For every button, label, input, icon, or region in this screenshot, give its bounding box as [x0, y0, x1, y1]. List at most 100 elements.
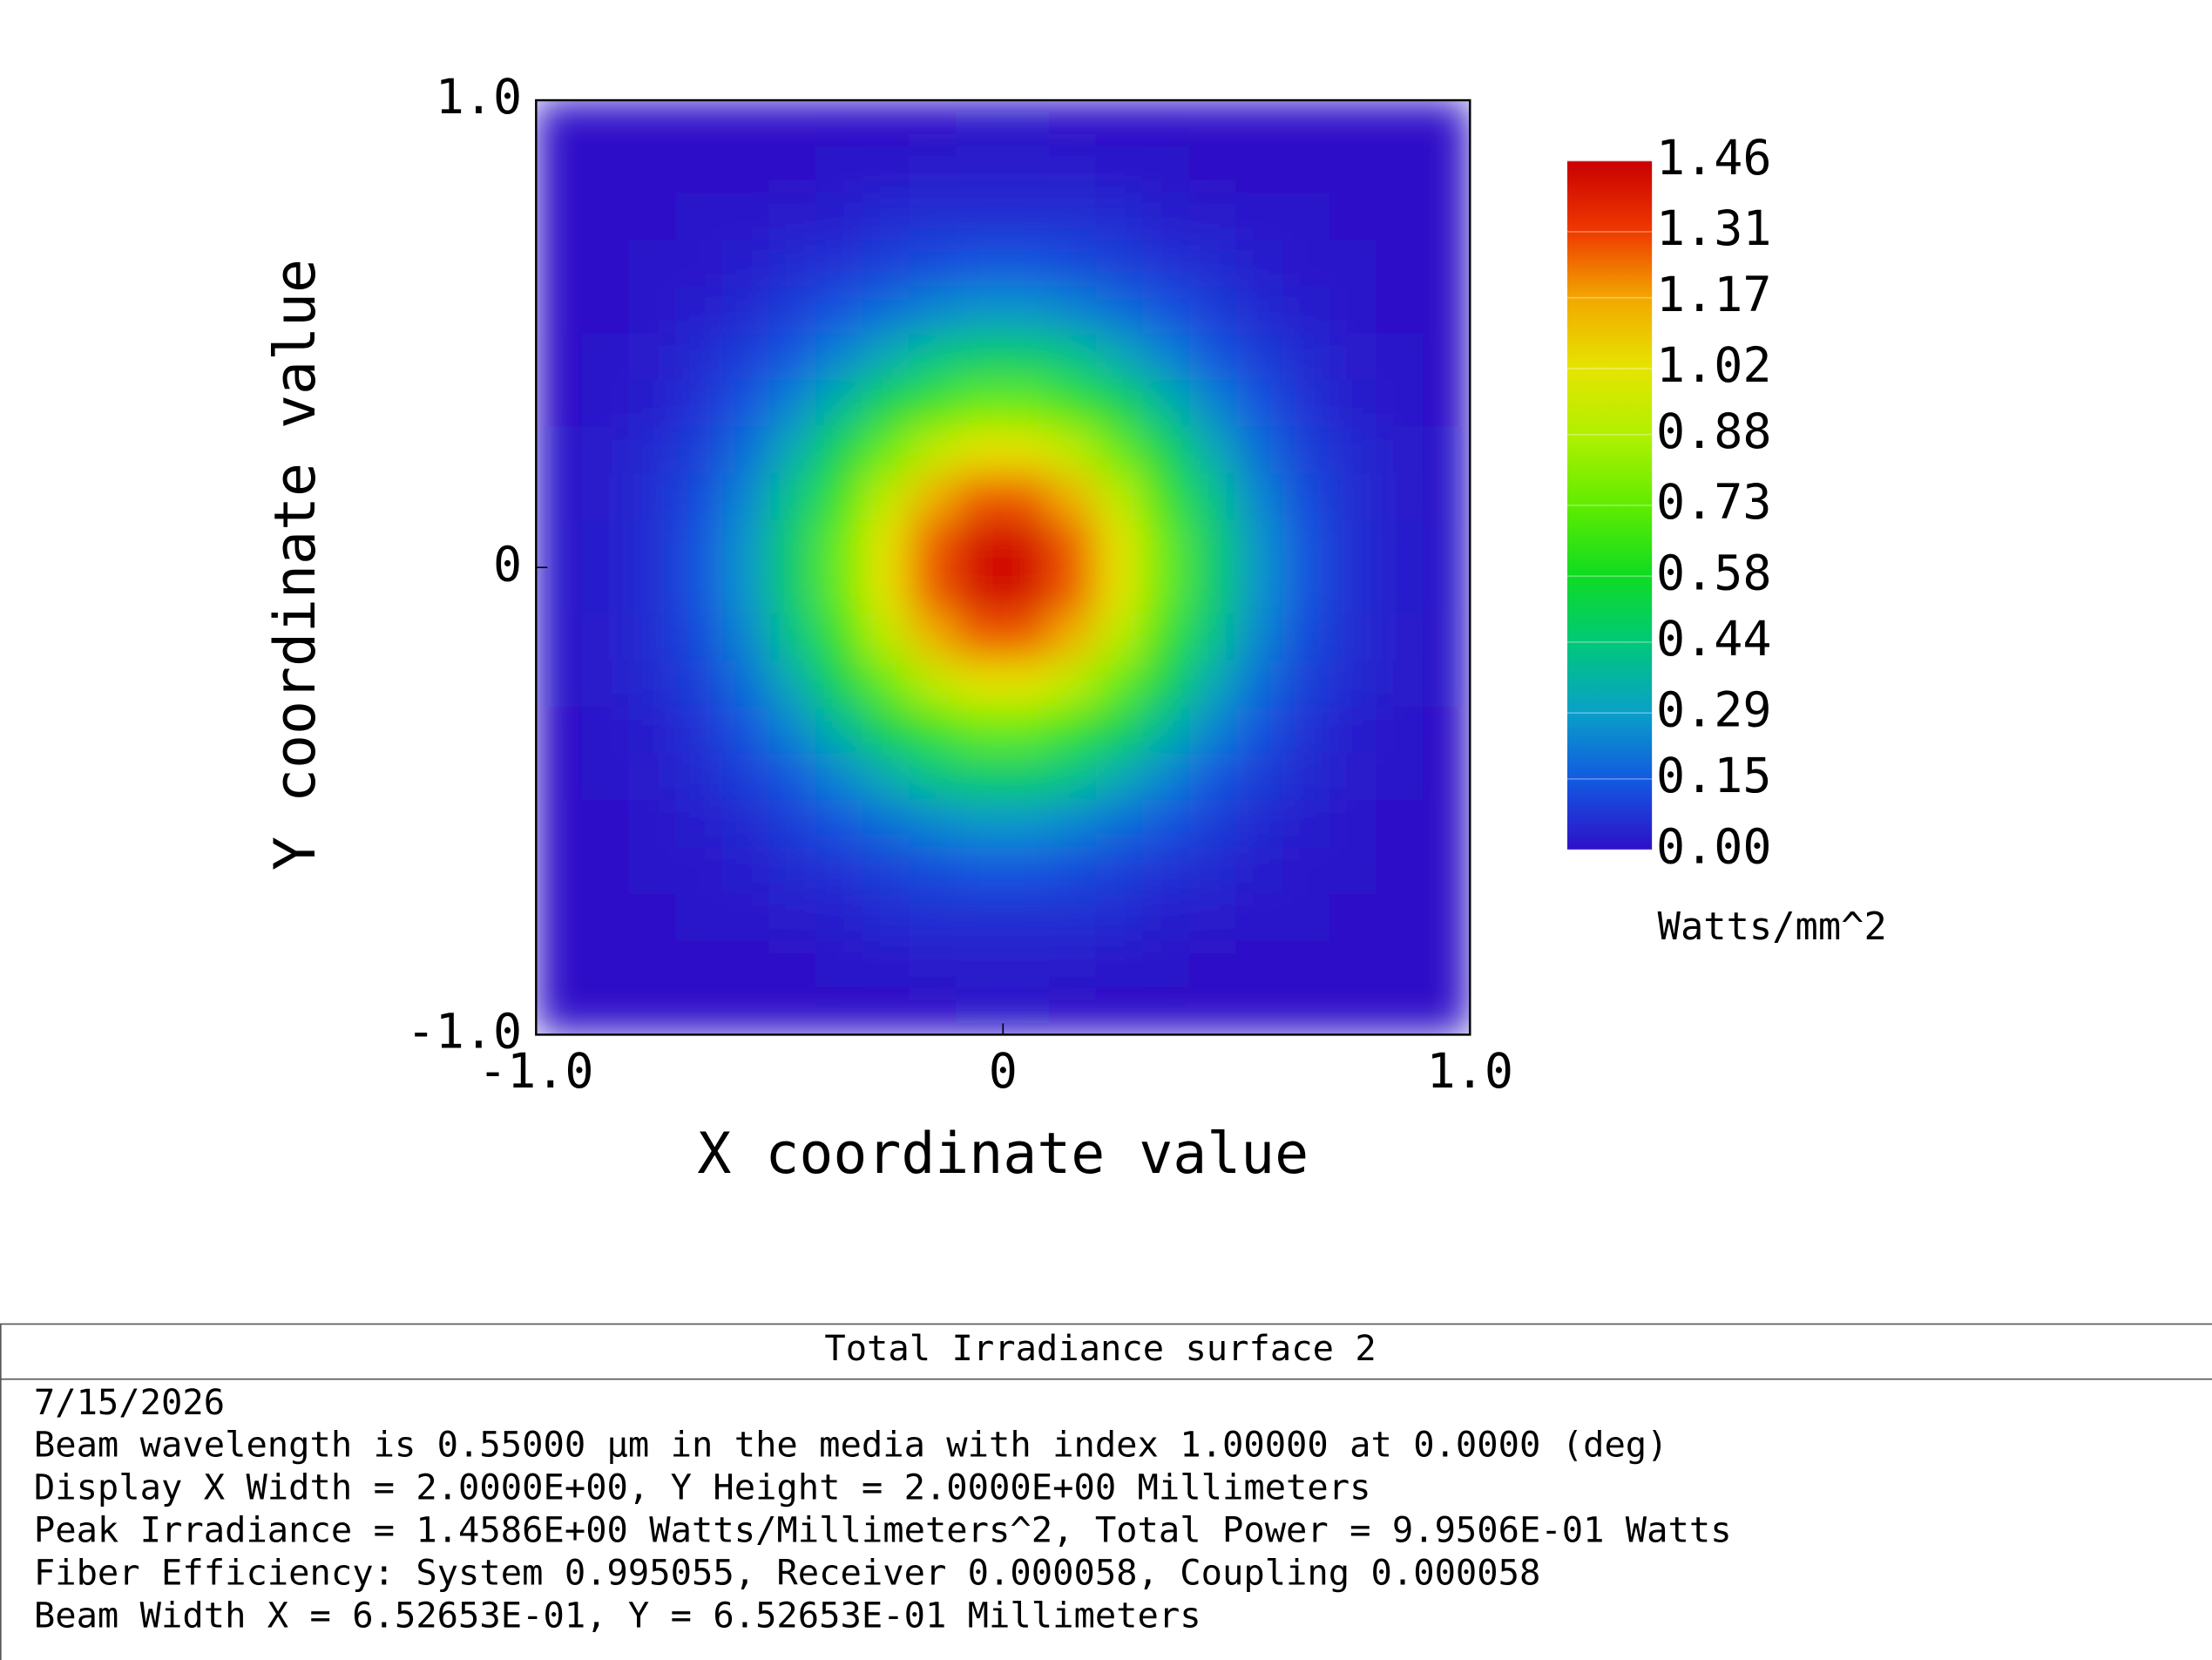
heatmap-cell [675, 473, 724, 522]
heatmap-cell [1142, 333, 1191, 382]
heatmap-cell [1095, 146, 1144, 195]
heatmap-cell [1422, 240, 1471, 288]
heatmap-cell [862, 193, 910, 241]
footer-line: Beam wavelength is 0.55000 µm in the med… [34, 1424, 1668, 1466]
heatmap-cell [1142, 986, 1191, 1035]
heatmap-cell [536, 100, 584, 148]
heatmap-cell [862, 100, 910, 148]
heatmap-cell [582, 566, 631, 615]
heatmap-cell [1002, 519, 1051, 569]
heatmap-cell [1376, 613, 1424, 662]
heatmap-cell [536, 379, 584, 429]
heatmap-cell [675, 753, 724, 803]
heatmap-cell [909, 660, 957, 708]
heatmap-cell [955, 286, 1005, 335]
heatmap-cell [628, 379, 677, 429]
heatmap-cell [1422, 986, 1471, 1035]
heatmap-cell [909, 847, 957, 896]
heatmap-cell [1188, 286, 1238, 335]
heatmap-cell [955, 566, 1005, 615]
heatmap-cell [1002, 379, 1051, 429]
heatmap-cell [1282, 519, 1331, 569]
heatmap-cell [721, 379, 771, 429]
heatmap-cell [1188, 800, 1238, 849]
heatmap-cell [675, 193, 724, 241]
heatmap-cell [582, 473, 631, 522]
heatmap-cell [536, 940, 584, 989]
heatmap-cell [815, 800, 864, 849]
heatmap-cell [909, 893, 957, 942]
heatmap-cell [768, 893, 817, 942]
heatmap-cell [582, 193, 631, 241]
heatmap-cell [1422, 519, 1471, 569]
heatmap-cell [909, 146, 957, 195]
heatmap-cell [768, 519, 817, 569]
heatmap-cell [1282, 940, 1331, 989]
heatmap-cell [1282, 333, 1331, 382]
heatmap-cell [1422, 333, 1471, 382]
heatmap-cell [582, 333, 631, 382]
heatmap-cell [1235, 240, 1284, 288]
heatmap-cell [1282, 753, 1331, 803]
heatmap-cell [1329, 286, 1377, 335]
heatmap-cell [1002, 986, 1051, 1035]
colorbar-tick-label: 0.58 [1656, 545, 1772, 600]
heatmap-cell [536, 426, 584, 475]
heatmap-cell [955, 100, 1005, 148]
heatmap-cell [1235, 426, 1284, 475]
footer-box [0, 1323, 2212, 1660]
heatmap-cell [1422, 893, 1471, 942]
heatmap-cell [1188, 473, 1238, 522]
heatmap-cell [955, 753, 1005, 803]
heatmap-cell [675, 847, 724, 896]
heatmap-cell [675, 379, 724, 429]
heatmap-cell [536, 613, 584, 662]
heatmap-cell [815, 193, 864, 241]
heatmap-cell [1142, 753, 1191, 803]
heatmap-cell [675, 146, 724, 195]
heatmap-cell [1282, 707, 1331, 755]
heatmap-cell [862, 847, 910, 896]
heatmap-cell [582, 707, 631, 755]
heatmap-cell [628, 333, 677, 382]
heatmap-cell [955, 240, 1005, 288]
heatmap-cell [1376, 940, 1424, 989]
heatmap-cell [1002, 847, 1051, 896]
heatmap-cell [1422, 286, 1471, 335]
heatmap-cell [1235, 100, 1284, 148]
heatmap-cell [1422, 753, 1471, 803]
heatmap-cell [721, 847, 771, 896]
heatmap-cell [1188, 426, 1238, 475]
footer-line: Beam Width X = 6.52653E-01, Y = 6.52653E… [34, 1594, 1201, 1636]
y-tick-label: 0 [493, 536, 522, 592]
heatmap-cell [955, 379, 1005, 429]
heatmap-cell [955, 707, 1005, 755]
colorbar-tick-label: 1.02 [1656, 337, 1772, 393]
heatmap-cell [815, 473, 864, 522]
heatmap-cell [1422, 379, 1471, 429]
heatmap-cell [1376, 893, 1424, 942]
heatmap-cell [1188, 193, 1238, 241]
heatmap-cell [1235, 660, 1284, 708]
heatmap-cell [582, 426, 631, 475]
heatmap-cell [1282, 240, 1331, 288]
heatmap-cell [1002, 566, 1051, 615]
heatmap-cell [628, 660, 677, 708]
heatmap-cell [955, 940, 1005, 989]
heatmap-cell [1422, 193, 1471, 241]
heatmap-cell [1049, 333, 1098, 382]
heatmap-cell [768, 800, 817, 849]
heatmap-cell [1142, 940, 1191, 989]
heatmap-cell [1235, 519, 1284, 569]
heatmap-cell [1002, 800, 1051, 849]
heatmap-cell [1002, 286, 1051, 335]
heatmap-cell [582, 753, 631, 803]
heatmap-cell [909, 193, 957, 241]
heatmap-cell [1329, 613, 1377, 662]
heatmap-cell [1329, 426, 1377, 475]
heatmap-cell [955, 193, 1005, 241]
heatmap-cell [721, 940, 771, 989]
heatmap-cell [1142, 660, 1191, 708]
heatmap-cell [1095, 986, 1144, 1035]
heatmap-cell [1142, 379, 1191, 429]
